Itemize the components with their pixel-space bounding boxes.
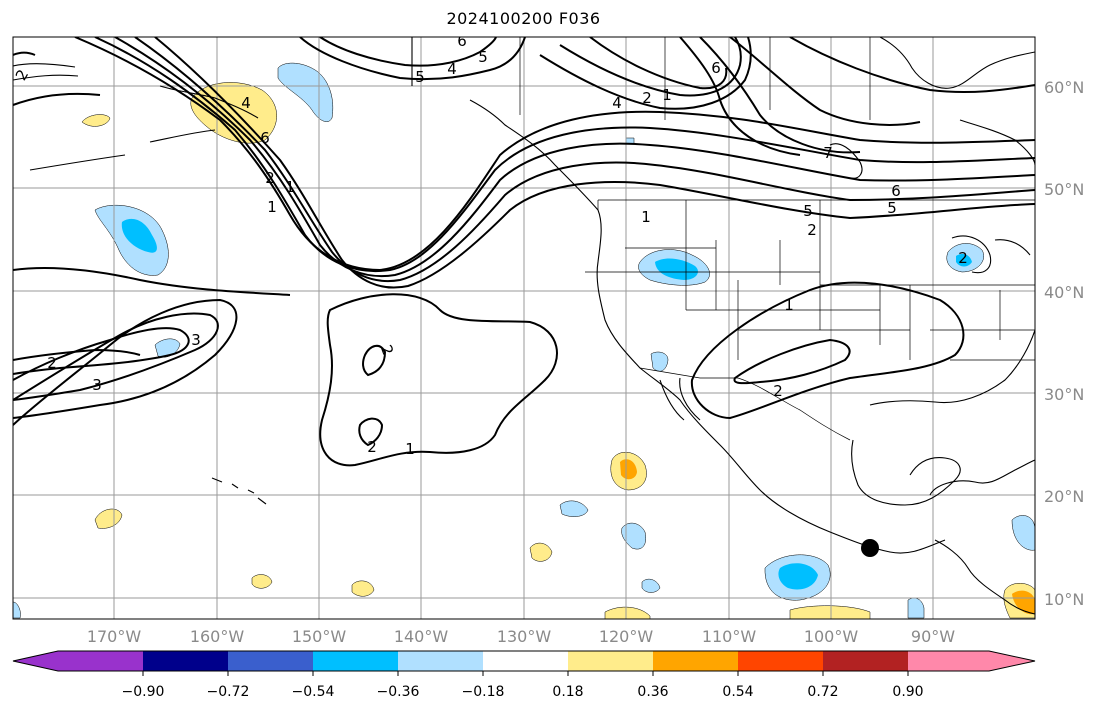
longitude-label: 160°W — [190, 627, 245, 646]
colorbar-tick-label: −0.90 — [122, 684, 165, 700]
contour-label: 1 — [662, 86, 672, 104]
colorbar-segment — [483, 651, 569, 671]
colorbar-tick-label: 0.72 — [807, 684, 838, 700]
contour-label: 2 — [367, 438, 377, 456]
contour-label: 1 — [641, 208, 651, 226]
colorbar-segment — [228, 651, 314, 671]
longitude-label: 90°W — [911, 627, 955, 646]
colorbar-segment — [398, 651, 484, 671]
latitude-label: 30°N — [1044, 385, 1084, 404]
colorbar-segment — [313, 651, 399, 671]
longitude-label: 140°W — [394, 627, 449, 646]
contour-label: 4 — [241, 94, 251, 112]
colorbar: −0.90 −0.72 −0.54 −0.36 −0.18 0.18 0.36 … — [12, 650, 1036, 700]
colorbar-tick-label: −0.36 — [377, 684, 420, 700]
contour-label: 5 — [887, 199, 897, 217]
colorbar-segment — [13, 651, 59, 671]
contour-label: 2 — [773, 382, 783, 400]
contour-label: 6 — [260, 129, 270, 147]
contour-label: 6 — [711, 59, 721, 77]
longitude-label: 110°W — [702, 627, 757, 646]
contour-label: 2 — [807, 221, 817, 239]
colorbar-segment — [653, 651, 739, 671]
contour-labels: 2 5 4 5 6 4 2 1 6 7 4 6 1 1 5 2 6 5 2 2 … — [12, 32, 968, 458]
contour-label: 5 — [415, 68, 425, 86]
contour-label: 5 — [478, 48, 488, 66]
contour-label: 2 — [12, 66, 32, 83]
colorbar-outline — [12, 650, 1036, 672]
contour-label: 4 — [612, 94, 622, 112]
colorbar-tick-label: 0.18 — [552, 684, 583, 700]
latitude-label: 60°N — [1044, 78, 1084, 97]
latitude-label: 50°N — [1044, 180, 1084, 199]
contour-label: 2 — [642, 89, 652, 107]
colorbar-segment — [823, 651, 909, 671]
contour-label: 2 — [265, 169, 275, 187]
colorbar-segment — [58, 651, 144, 671]
contour-label: 1 — [784, 296, 794, 314]
colorbar-segment — [908, 651, 990, 671]
contour-label: 3 — [92, 376, 102, 394]
contour-label: 1 — [405, 440, 415, 458]
longitude-label: 120°W — [599, 627, 654, 646]
colorbar-tick-label: −0.72 — [207, 684, 250, 700]
colorbar-segment — [143, 651, 229, 671]
location-marker — [861, 539, 879, 557]
contour-label: 2 — [47, 354, 57, 372]
longitude-label: 130°W — [497, 627, 552, 646]
graticule — [13, 37, 1035, 619]
latitude-label: 10°N — [1044, 590, 1084, 609]
map-frame — [12, 36, 1036, 620]
latitude-labels: 60°N 50°N 40°N 30°N 20°N 10°N — [1044, 78, 1084, 609]
colorbar-tick-label: 0.90 — [892, 684, 923, 700]
contour-label: 4 — [447, 60, 457, 78]
contour-label: 7 — [823, 144, 833, 162]
contour-label: 1 — [267, 198, 277, 216]
longitude-label: 170°W — [87, 627, 142, 646]
longitude-label: 100°W — [804, 627, 859, 646]
map-title: 2024100200 F036 — [446, 9, 601, 28]
contour-layer — [13, 37, 1035, 467]
colorbar-tick-label: 0.36 — [637, 684, 668, 700]
contour-label: 2 — [377, 342, 397, 357]
colorbar-segment — [568, 651, 654, 671]
contour-label: 6 — [891, 182, 901, 200]
contour-label: 6 — [457, 32, 467, 50]
colorbar-segment — [989, 651, 1035, 671]
colorbar-segment — [738, 651, 824, 671]
longitude-labels: 170°W 160°W 150°W 140°W 130°W 120°W 110°… — [87, 627, 955, 646]
colorbar-tick-label: −0.54 — [292, 684, 335, 700]
contour-label: 5 — [803, 202, 813, 220]
contour-label: 2 — [958, 249, 968, 267]
latitude-label: 40°N — [1044, 283, 1084, 302]
colorbar-tick-label: −0.18 — [462, 684, 505, 700]
contour-label: 3 — [191, 331, 201, 349]
latitude-label: 20°N — [1044, 487, 1084, 506]
longitude-label: 150°W — [292, 627, 347, 646]
contour-label: 1 — [285, 178, 295, 196]
coastline-layer — [13, 37, 1035, 615]
colorbar-tick-label: 0.54 — [722, 684, 753, 700]
